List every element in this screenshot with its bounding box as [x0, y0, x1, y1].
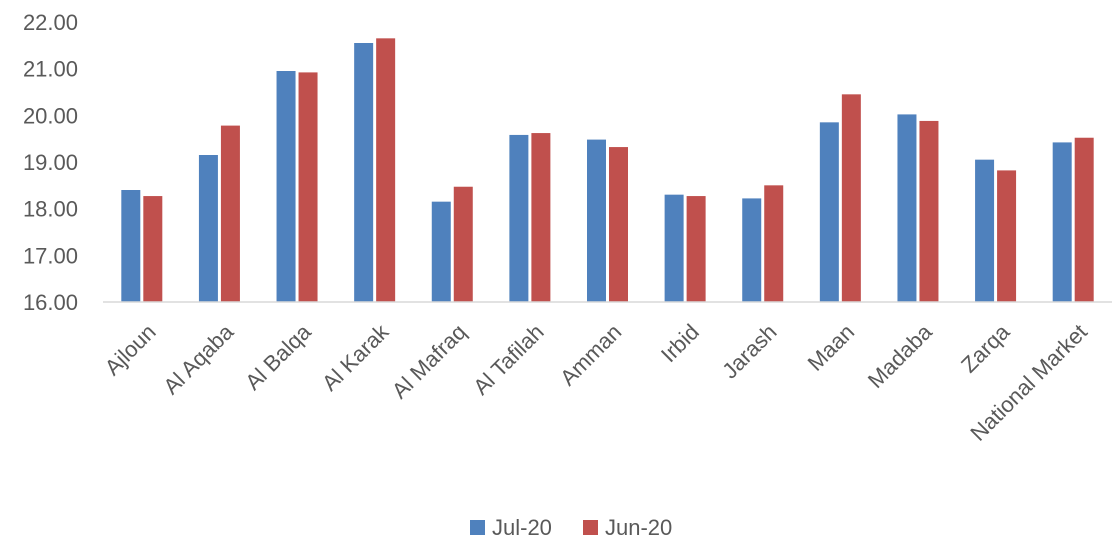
- bar-jul-20-al-karak: [354, 43, 374, 302]
- x-tick-label: Maan: [803, 319, 860, 376]
- bar-jul-20-zarqa: [975, 159, 995, 302]
- bar-jul-20-national-market: [1052, 142, 1072, 302]
- bar-jul-20-al-aqaba: [198, 155, 218, 302]
- bar-jun-20-amman: [609, 147, 628, 302]
- bar-jul-20-al-tafilah: [509, 134, 529, 302]
- x-tick-label: Jarash: [717, 319, 781, 383]
- bar-jun-20-madaba: [919, 120, 939, 302]
- y-tick-label: 17.00: [23, 243, 78, 268]
- bar-jul-20-jarash: [742, 198, 762, 302]
- x-tick-label: Al Tafilah: [468, 319, 549, 400]
- legend-label: Jul-20: [492, 515, 552, 540]
- x-tick-label: Irbid: [656, 319, 704, 367]
- y-tick-label: 20.00: [23, 103, 78, 128]
- bar-jul-20-irbid: [664, 194, 684, 302]
- x-tick-label: Amman: [555, 319, 626, 390]
- bar-jun-20-al-karak: [376, 38, 396, 302]
- bar-jul-20-maan: [819, 122, 839, 302]
- bar-jul-20-al-balqa: [276, 71, 296, 302]
- x-tick-label: Al Balqa: [240, 319, 316, 395]
- y-tick-label: 19.00: [23, 150, 78, 175]
- y-axis: 16.00 17.00 18.00 19.00 20.00 21.00 22.00: [23, 10, 78, 315]
- bar-jun-20-al-aqaba: [220, 125, 240, 302]
- legend-label: Jun-20: [605, 515, 672, 540]
- y-tick-label: 21.00: [23, 57, 78, 82]
- legend: Jul-20 Jun-20: [470, 515, 672, 540]
- bar-jun-20-al-balqa: [298, 72, 318, 303]
- x-tick-label: Al Mafraq: [387, 319, 471, 403]
- bar-jul-20-madaba: [897, 114, 917, 303]
- x-tick-label: Madaba: [863, 319, 937, 393]
- x-tick-label: Ajloun: [100, 319, 161, 380]
- bar-jul-20-ajloun: [121, 190, 141, 302]
- bar-jun-20-al-tafilah: [531, 133, 551, 302]
- bar-jun-20-irbid: [686, 196, 706, 302]
- y-tick-label: 18.00: [23, 197, 78, 222]
- y-tick-label: 16.00: [23, 290, 78, 315]
- bars: [121, 38, 1094, 303]
- bar-jun-20-jarash: [764, 185, 784, 302]
- bar-jun-20-al-mafraq: [453, 186, 473, 302]
- bar-jul-20-al-mafraq: [431, 201, 451, 302]
- x-tick-label: Zarqa: [956, 319, 1015, 378]
- x-tick-label: Al Karak: [317, 318, 394, 395]
- y-tick-label: 22.00: [23, 10, 78, 35]
- bar-jun-20-national-market: [1074, 137, 1094, 302]
- x-tick-label: Al Aqaba: [158, 319, 238, 399]
- legend-swatch-jul-20: [470, 520, 485, 535]
- legend-swatch-jun-20: [583, 520, 598, 535]
- bar-jul-20-amman: [587, 139, 606, 302]
- bar-jun-20-zarqa: [997, 170, 1017, 302]
- bar-jun-20-maan: [841, 94, 861, 302]
- bar-jun-20-ajloun: [143, 196, 163, 302]
